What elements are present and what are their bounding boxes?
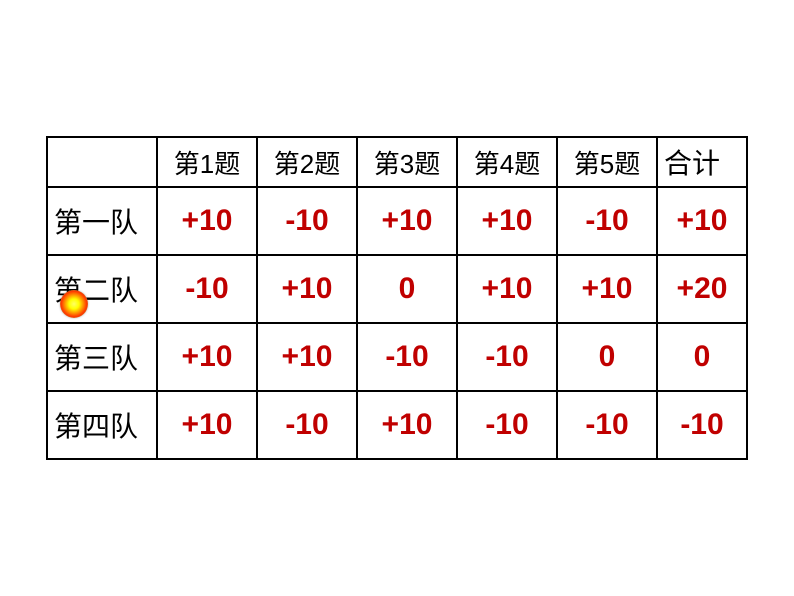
row-label-team1: 第一队 <box>47 187 157 255</box>
cell: +10 <box>557 255 657 323</box>
cell: -10 <box>357 323 457 391</box>
cell: -10 <box>557 187 657 255</box>
cell: 0 <box>557 323 657 391</box>
table-row: 第四队 +10 -10 +10 -10 -10 -10 <box>47 391 747 459</box>
col-header-q1: 第1题 <box>157 137 257 187</box>
cell: +10 <box>257 255 357 323</box>
table-row: 第一队 +10 -10 +10 +10 -10 +10 <box>47 187 747 255</box>
col-header-q5: 第5题 <box>557 137 657 187</box>
highlight-marker-icon <box>60 290 88 318</box>
table-body: 第一队 +10 -10 +10 +10 -10 +10 第二队 -10 +10 … <box>47 187 747 459</box>
cell-total: +20 <box>657 255 747 323</box>
cell: -10 <box>457 323 557 391</box>
cell: -10 <box>557 391 657 459</box>
cell: +10 <box>357 187 457 255</box>
row-label-team3: 第三队 <box>47 323 157 391</box>
cell: +10 <box>157 323 257 391</box>
col-header-q2: 第2题 <box>257 137 357 187</box>
row-label-team4: 第四队 <box>47 391 157 459</box>
table-row: 第三队 +10 +10 -10 -10 0 0 <box>47 323 747 391</box>
cell: -10 <box>457 391 557 459</box>
header-row: 第1题 第2题 第3题 第4题 第5题 合计 <box>47 137 747 187</box>
corner-cell <box>47 137 157 187</box>
cell: -10 <box>157 255 257 323</box>
cell: +10 <box>157 187 257 255</box>
row-label-team2: 第二队 <box>47 255 157 323</box>
cell: -10 <box>257 187 357 255</box>
cell: -10 <box>257 391 357 459</box>
cell-total: 0 <box>657 323 747 391</box>
cell-total: +10 <box>657 187 747 255</box>
cell: +10 <box>157 391 257 459</box>
cell: +10 <box>257 323 357 391</box>
table-row: 第二队 -10 +10 0 +10 +10 +20 <box>47 255 747 323</box>
cell: 0 <box>357 255 457 323</box>
cell: +10 <box>457 255 557 323</box>
score-table: 第1题 第2题 第3题 第4题 第5题 合计 第一队 +10 -10 +10 +… <box>46 136 748 460</box>
cell: +10 <box>357 391 457 459</box>
col-header-q4: 第4题 <box>457 137 557 187</box>
cell-total: -10 <box>657 391 747 459</box>
cell: +10 <box>457 187 557 255</box>
col-header-total: 合计 <box>657 137 747 187</box>
score-table-container: 第1题 第2题 第3题 第4题 第5题 合计 第一队 +10 -10 +10 +… <box>46 136 748 460</box>
col-header-q3: 第3题 <box>357 137 457 187</box>
